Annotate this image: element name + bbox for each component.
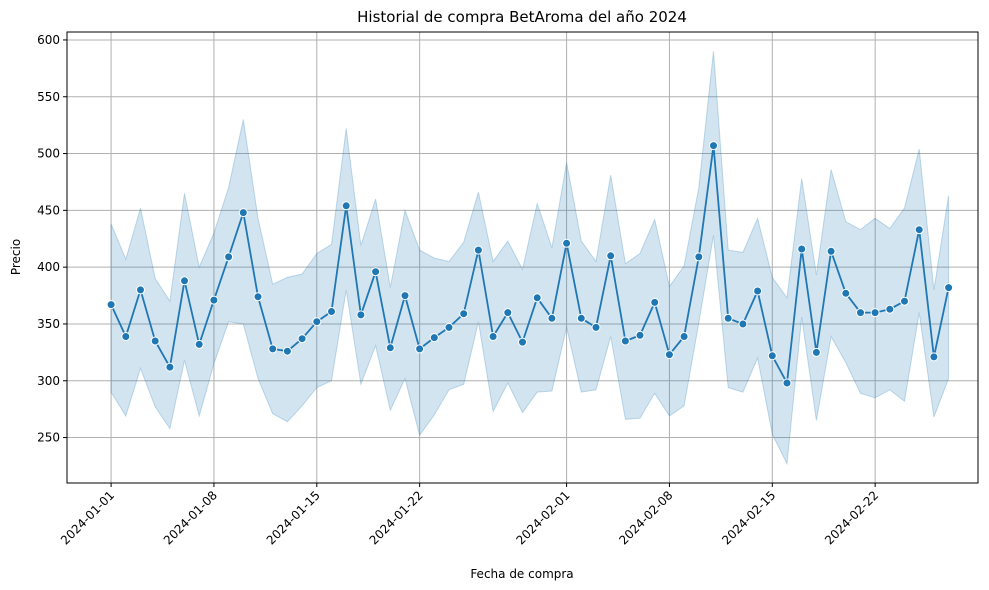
data-point bbox=[150, 336, 160, 346]
data-point bbox=[371, 267, 381, 277]
y-axis-title: Precio bbox=[9, 239, 23, 275]
data-point bbox=[620, 336, 630, 346]
data-point bbox=[723, 313, 733, 323]
y-tick-label: 450 bbox=[37, 203, 60, 217]
data-point bbox=[576, 313, 586, 323]
data-point bbox=[664, 350, 674, 360]
data-point bbox=[767, 351, 777, 361]
data-point bbox=[532, 293, 542, 303]
data-point bbox=[180, 276, 189, 286]
y-tick-label: 600 bbox=[37, 33, 60, 47]
data-point bbox=[209, 295, 219, 305]
plot-area-frame bbox=[66, 31, 979, 484]
data-point bbox=[268, 344, 278, 354]
data-point bbox=[238, 208, 248, 218]
data-point bbox=[121, 332, 131, 341]
data-point bbox=[224, 252, 234, 262]
data-point bbox=[282, 346, 292, 356]
data-point bbox=[518, 337, 527, 347]
data-point bbox=[400, 291, 410, 301]
data-point bbox=[900, 296, 909, 306]
data-point bbox=[914, 225, 924, 235]
y-tick-label: 400 bbox=[37, 260, 60, 274]
y-tick-label: 300 bbox=[37, 374, 60, 388]
series-line-layer bbox=[110, 144, 950, 384]
series-line bbox=[110, 144, 950, 384]
confidence-band bbox=[110, 51, 950, 466]
data-point bbox=[826, 246, 836, 256]
data-point bbox=[429, 333, 439, 343]
data-point bbox=[459, 309, 469, 319]
y-tick-label: 250 bbox=[37, 431, 60, 445]
data-point bbox=[856, 308, 865, 318]
data-point bbox=[885, 304, 895, 314]
data-point bbox=[327, 307, 336, 316]
data-point bbox=[106, 300, 116, 310]
data-point bbox=[929, 352, 939, 362]
data-point bbox=[415, 344, 425, 354]
data-point bbox=[136, 285, 145, 295]
y-axis-ticks: 250 300 350 400 450 500 550 600 bbox=[37, 33, 67, 445]
data-point bbox=[606, 251, 616, 261]
data-point bbox=[694, 252, 704, 262]
data-point bbox=[473, 245, 483, 255]
chart-title: Historial de compra BetAroma del año 202… bbox=[357, 8, 687, 26]
data-point bbox=[635, 330, 645, 340]
data-point bbox=[944, 283, 954, 293]
data-point bbox=[797, 244, 807, 254]
y-tick-label: 550 bbox=[37, 90, 60, 104]
confidence-band-layer bbox=[110, 51, 950, 466]
data-point bbox=[870, 308, 880, 318]
data-point bbox=[562, 238, 572, 248]
data-point bbox=[679, 332, 689, 341]
data-point bbox=[709, 141, 718, 151]
data-point bbox=[253, 292, 263, 302]
data-point bbox=[591, 322, 601, 332]
data-point bbox=[194, 339, 204, 349]
data-point bbox=[341, 201, 351, 211]
data-point bbox=[547, 313, 557, 323]
data-point bbox=[738, 319, 748, 329]
data-point bbox=[297, 334, 307, 344]
data-point bbox=[782, 378, 792, 388]
data-point bbox=[503, 308, 513, 318]
data-point bbox=[444, 322, 454, 332]
data-point bbox=[385, 343, 395, 353]
data-point bbox=[753, 286, 763, 296]
y-tick-label: 500 bbox=[37, 147, 60, 161]
grid-lines bbox=[67, 32, 978, 483]
x-axis-title: Fecha de compra bbox=[470, 567, 573, 581]
data-point-layer bbox=[106, 141, 954, 388]
data-point bbox=[356, 310, 366, 320]
data-point bbox=[165, 362, 175, 372]
y-tick-label: 350 bbox=[37, 317, 60, 331]
data-point bbox=[841, 288, 851, 298]
data-point bbox=[650, 297, 660, 307]
data-point bbox=[811, 347, 821, 357]
data-point bbox=[488, 332, 498, 341]
data-point bbox=[312, 317, 322, 327]
